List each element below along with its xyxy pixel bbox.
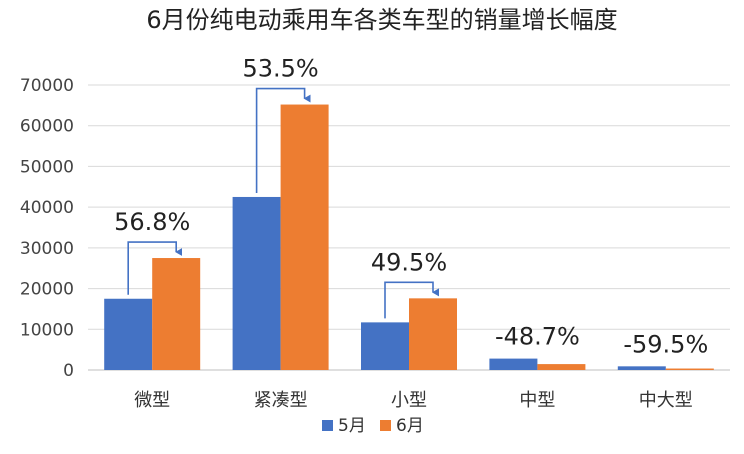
y-tick-label: 20000 (20, 280, 74, 300)
growth-arrow (384, 281, 439, 319)
bars (104, 104, 714, 371)
bar-2-4 (537, 364, 586, 370)
growth-arrow (127, 241, 183, 295)
growth-label: 56.8% (114, 208, 190, 236)
legend-swatch (380, 420, 391, 431)
bar-1-1 (104, 298, 153, 370)
x-tick-label: 紧凑型 (254, 390, 308, 411)
chart-title: 6月份纯电动乘用车各类车型的销量增长幅度 (146, 6, 617, 34)
bar-2-3 (409, 298, 457, 370)
growth-arrow (255, 87, 311, 193)
x-axis-ticks: 微型 紧凑型 小型 中型 中大型 (134, 390, 693, 411)
x-tick-label: 中大型 (639, 390, 693, 411)
bar-2-2 (280, 104, 329, 371)
bar-2-1 (152, 258, 201, 370)
y-tick-label: 0 (63, 361, 74, 381)
bar-1-3 (361, 322, 409, 370)
growth-label: -59.5% (623, 330, 708, 358)
y-tick-label: 60000 (20, 117, 74, 137)
growth-annotations: 56.8% 53.5% 49.5% -48.7% -59.5% (114, 55, 708, 359)
bar-1-4 (489, 358, 538, 370)
growth-label: 49.5% (371, 248, 447, 276)
legend-swatch (322, 420, 333, 431)
bar-1-5 (617, 366, 666, 370)
growth-label: 53.5% (242, 55, 318, 83)
legend: 5月 6月 (322, 416, 424, 436)
y-axis-ticks: 0 10000 20000 30000 40000 50000 60000 70000 (20, 76, 74, 381)
y-tick-label: 70000 (20, 76, 74, 96)
y-tick-label: 40000 (20, 198, 74, 218)
growth-label: -48.7% (495, 323, 580, 351)
bar-1-2 (232, 196, 281, 370)
x-tick-label: 小型 (391, 390, 427, 411)
legend-label: 6月 (396, 416, 424, 436)
legend-label: 5月 (338, 416, 366, 436)
x-tick-label: 微型 (134, 390, 170, 411)
y-tick-label: 10000 (20, 320, 74, 340)
y-tick-label: 30000 (20, 239, 74, 259)
bar-2-5 (665, 368, 714, 370)
y-tick-label: 50000 (20, 157, 74, 177)
x-tick-label: 中型 (519, 390, 555, 411)
